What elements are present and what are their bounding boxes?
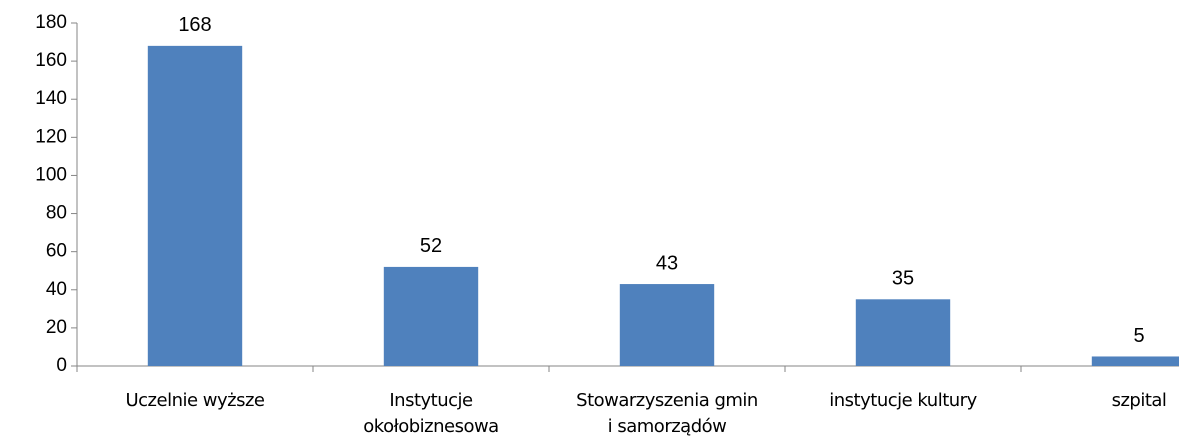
x-tick-label: instytucje kultury [829, 390, 977, 411]
y-tick-label: 100 [35, 164, 67, 185]
bar [619, 284, 715, 366]
y-tick-label: 120 [35, 126, 67, 147]
data-label: 43 [656, 252, 678, 274]
y-tick-label: 60 [46, 241, 67, 262]
y-tick-label: 40 [46, 279, 67, 300]
y-tick-label: 140 [35, 88, 67, 109]
data-label: 5 [1133, 325, 1144, 347]
data-label: 35 [892, 268, 914, 290]
y-tick-label: 80 [46, 203, 67, 224]
y-tick-label: 20 [46, 317, 67, 338]
data-label: 52 [420, 235, 442, 257]
bar [147, 45, 243, 366]
bar [855, 299, 951, 366]
bar [1091, 356, 1179, 366]
x-tick-label: Stowarzyszenia gmin i samorządów [576, 390, 758, 437]
data-label: 168 [178, 14, 211, 36]
y-tick-label: 180 [35, 12, 67, 33]
y-tick-label: 0 [56, 355, 67, 376]
bar [383, 266, 479, 366]
x-tick-label: Instytucje okołobiznesowa [363, 390, 499, 437]
y-tick-label: 160 [35, 50, 67, 71]
x-tick-label: szpital [1111, 390, 1167, 411]
x-tick-label: Uczelnie wyższe [125, 390, 265, 411]
